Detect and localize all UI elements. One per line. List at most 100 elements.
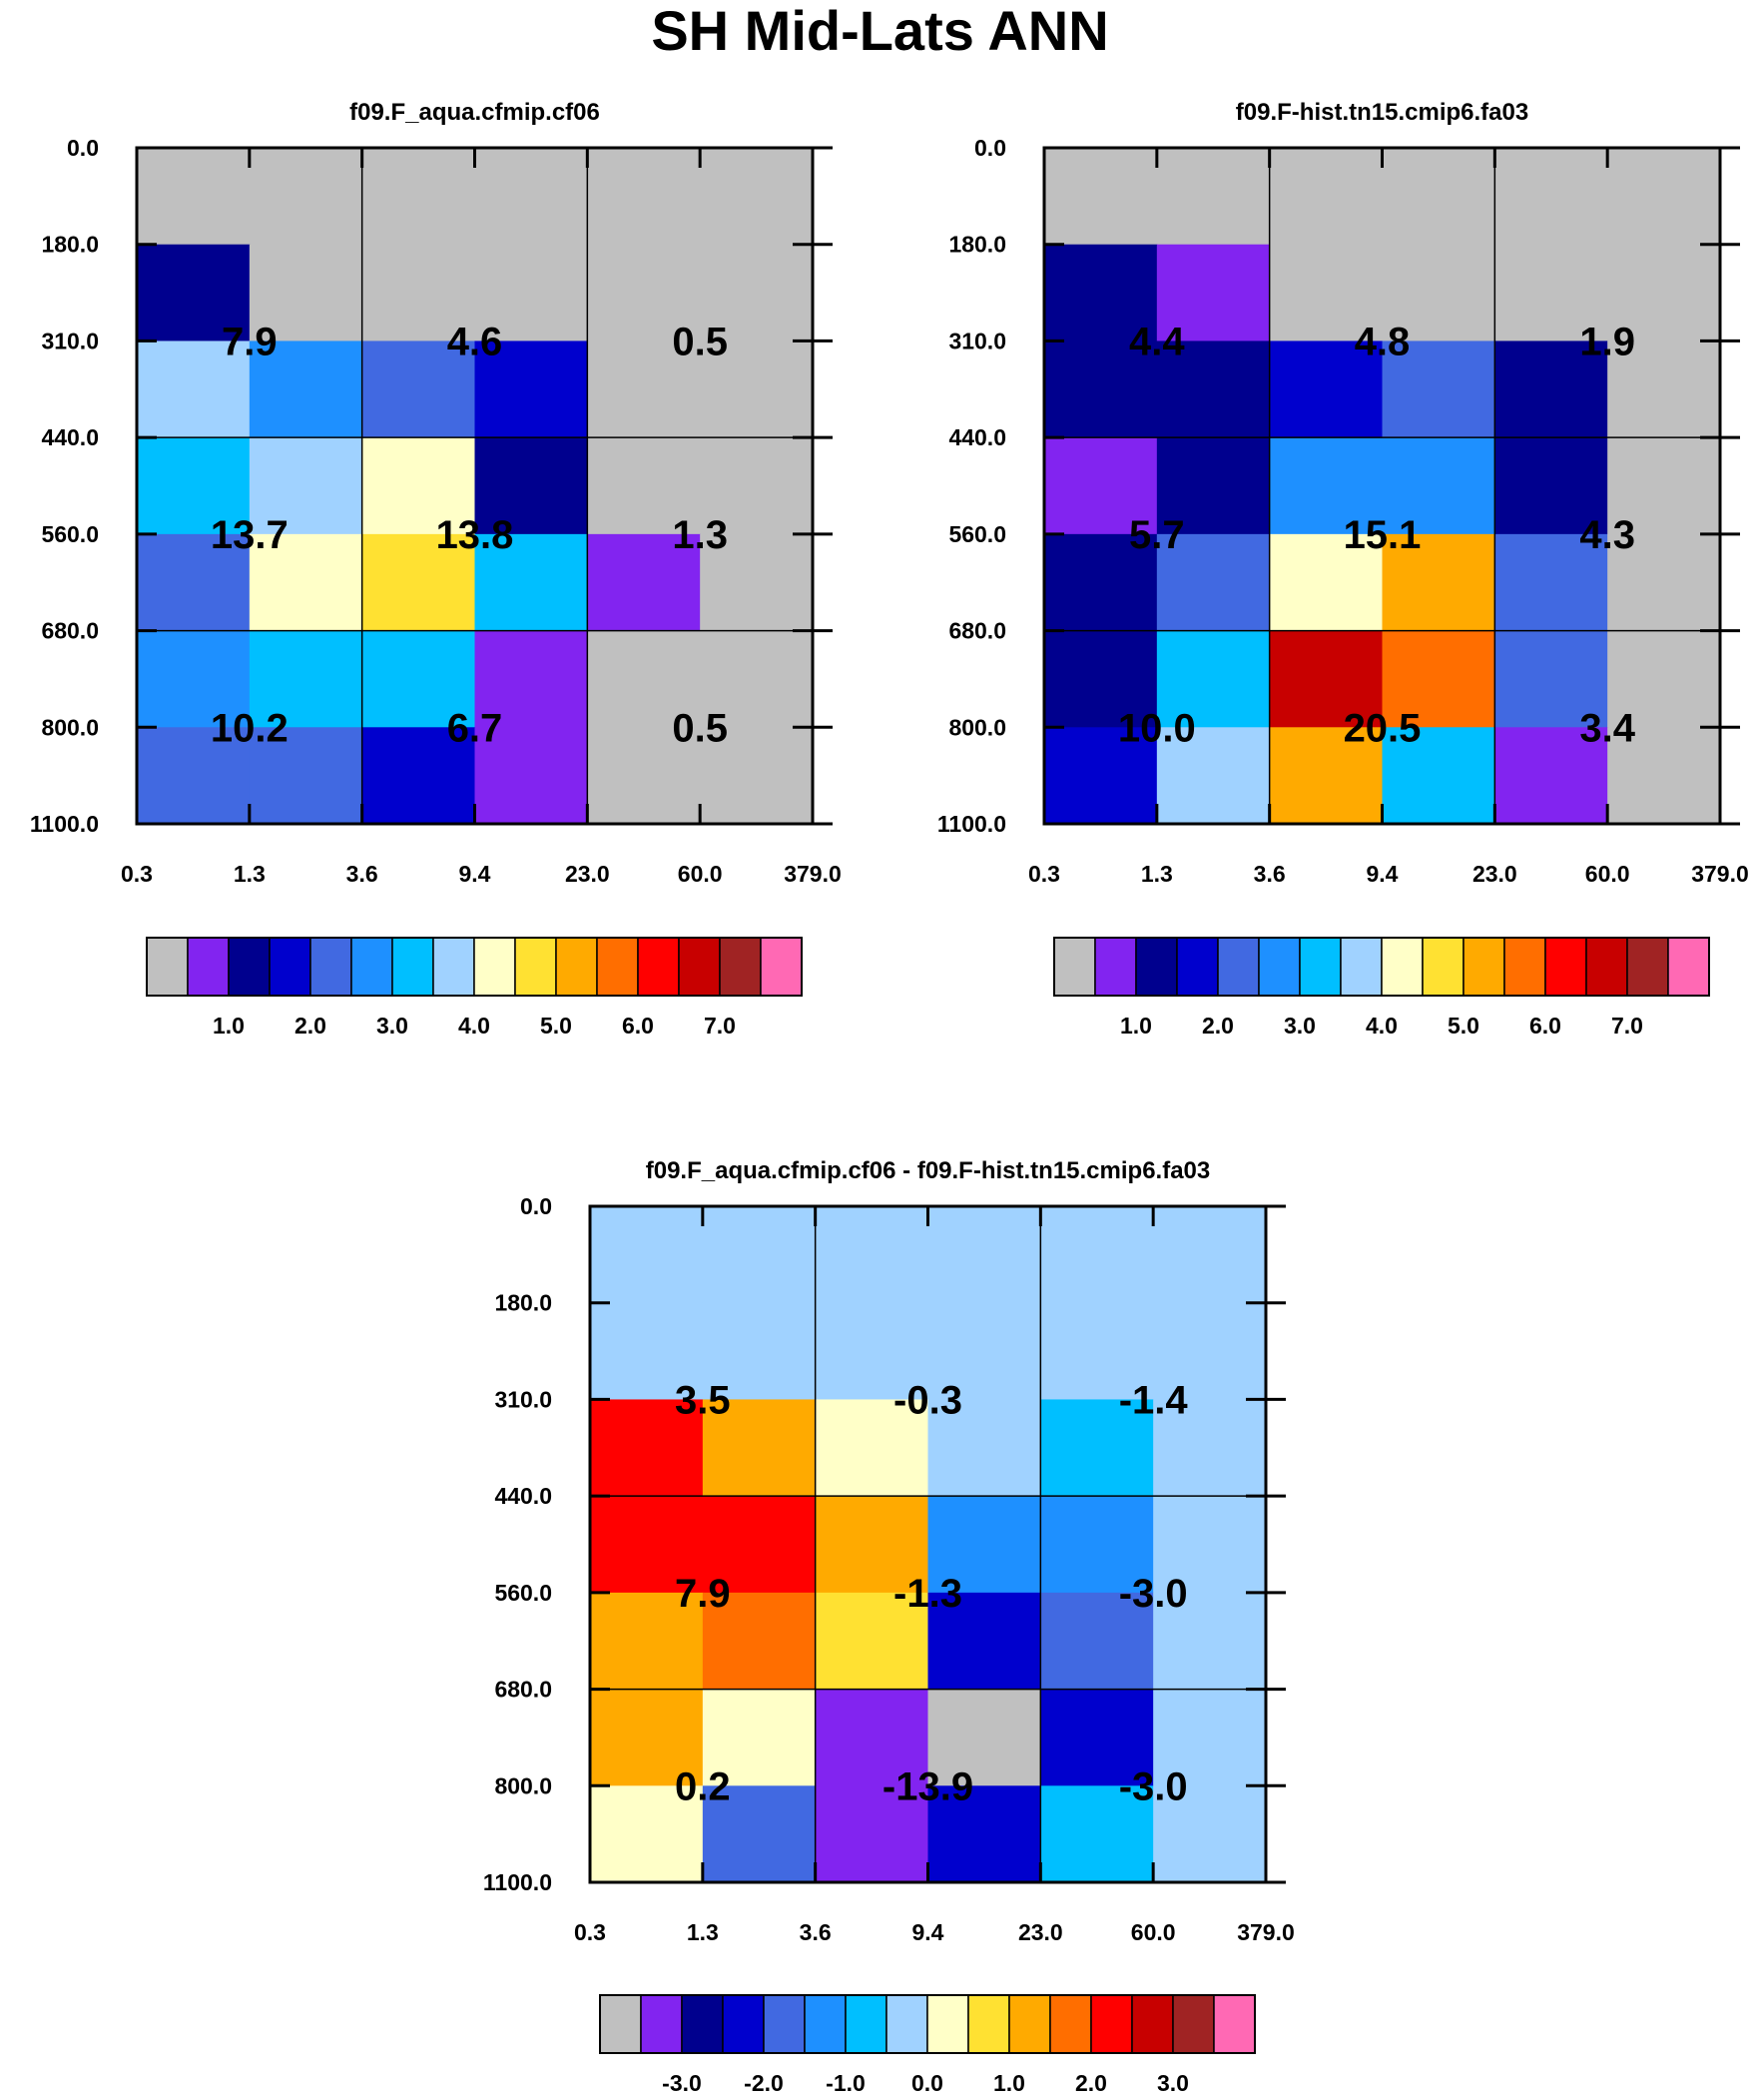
y-tick-label: 180.0 xyxy=(494,1290,552,1316)
heatmap-cell xyxy=(1040,1399,1154,1497)
heatmap-cell xyxy=(587,630,701,728)
group-value-label: 4.8 xyxy=(1355,320,1411,363)
legend-swatch xyxy=(1299,937,1342,997)
panel-test: f09.F_aqua.cfmip.cf06 0.3 1.3 3.6 9.4 23.0 60.… xyxy=(30,99,842,1039)
heatmap-cell xyxy=(1269,630,1384,728)
heatmap-cell xyxy=(1269,533,1384,632)
heatmap-cell xyxy=(137,630,251,728)
legend-label: 2.0 xyxy=(1202,1013,1234,1039)
group-value-label: 0.5 xyxy=(672,706,728,750)
legend-swatch xyxy=(1213,1994,1256,2054)
heatmap-cell xyxy=(137,341,251,438)
heatmap-cell xyxy=(1382,341,1495,438)
group-value-label: 4.4 xyxy=(1129,320,1185,363)
heatmap-cell xyxy=(1607,341,1721,438)
heatmap-cell xyxy=(927,1592,1041,1691)
heatmap-cell xyxy=(927,1302,1041,1401)
y-tick-label: 800.0 xyxy=(948,714,1006,740)
heatmap-cell xyxy=(590,1689,704,1786)
heatmap-cell xyxy=(1156,533,1271,632)
legend-label: 3.0 xyxy=(1157,2070,1189,2096)
heatmap-cell xyxy=(927,1785,1041,1883)
heatmap-cell xyxy=(474,437,588,535)
y-tick-label: 440.0 xyxy=(948,424,1006,450)
heatmap-cell xyxy=(361,630,476,728)
x-tick-label: 23.0 xyxy=(565,861,610,887)
heatmap-cell xyxy=(1494,341,1608,438)
x-tick-label: 379.0 xyxy=(784,861,842,887)
legend-swatch xyxy=(1258,937,1301,997)
heatmap-cell xyxy=(590,1785,704,1883)
y-tick-label: 1100.0 xyxy=(483,1869,552,1895)
y-tick-label: 560.0 xyxy=(41,521,99,547)
group-value-label: 3.4 xyxy=(1579,706,1635,750)
legend-swatch xyxy=(1503,937,1546,997)
group-value-label: 13.7 xyxy=(211,513,289,557)
y-tick-label: 800.0 xyxy=(494,1772,552,1798)
heatmap-cell xyxy=(1044,727,1158,825)
heatmap-cell xyxy=(249,533,363,632)
heatmap-cell xyxy=(702,1496,817,1594)
legend-swatch xyxy=(514,937,557,997)
group-value-label: -1.4 xyxy=(1119,1378,1189,1422)
heatmap-cell xyxy=(1153,1689,1267,1786)
legend-swatch xyxy=(722,1994,765,2054)
heatmap-cell xyxy=(1153,1592,1267,1691)
legend-label: 5.0 xyxy=(540,1013,572,1039)
legend-swatch xyxy=(432,937,475,997)
heatmap-cell xyxy=(1494,244,1608,343)
heatmap-cell xyxy=(1156,727,1271,825)
legend-swatch xyxy=(1053,937,1096,997)
heatmap-cell xyxy=(361,148,476,246)
legend-swatch xyxy=(967,1994,1010,2054)
panel-control: f09.F-hist.tn15.cmip6.fa03 0.3 1.3 3.6 9.4 23… xyxy=(937,99,1749,1039)
group-value-label: -3.0 xyxy=(1119,1764,1188,1808)
y-tick-label: 180.0 xyxy=(948,232,1006,258)
x-tick-label: 0.3 xyxy=(1028,861,1060,887)
y-tick-label: 680.0 xyxy=(948,618,1006,644)
group-value-label: -3.0 xyxy=(1119,1572,1188,1616)
legend-label: 1.0 xyxy=(213,1013,245,1039)
legend-swatch xyxy=(473,937,516,997)
heatmap-cell xyxy=(700,437,814,535)
x-tick-label: 23.0 xyxy=(1018,1919,1063,1945)
heatmap-cell xyxy=(1382,533,1495,632)
legend-label: 1.0 xyxy=(993,2070,1025,2096)
x-tick-label: 23.0 xyxy=(1472,861,1517,887)
heatmap-cell xyxy=(587,727,701,825)
heatmap-cell xyxy=(1494,533,1608,632)
heatmap-cell xyxy=(587,533,701,632)
legend-label: 2.0 xyxy=(1075,2070,1107,2096)
x-tick-label: 379.0 xyxy=(1237,1919,1295,1945)
panel-title: f09.F_aqua.cfmip.cf06 xyxy=(349,99,600,126)
heatmap-cell xyxy=(1044,244,1158,343)
panel-diff: f09.F_aqua.cfmip.cf06 - f09.F-hist.tn15.… xyxy=(483,1157,1295,2096)
legend-swatch xyxy=(681,1994,724,2054)
heatmap-cell xyxy=(1494,148,1608,246)
legend-label: 4.0 xyxy=(1366,1013,1398,1039)
heatmap-cell xyxy=(1044,630,1158,728)
heatmap-cell xyxy=(700,341,814,438)
legend-label: -3.0 xyxy=(662,2070,702,2096)
legend-frame xyxy=(146,937,803,997)
x-tick-label: 60.0 xyxy=(678,861,723,887)
legend-swatch xyxy=(1131,1994,1174,2054)
group-value-label: 1.9 xyxy=(1579,320,1635,363)
heatmap-cell xyxy=(815,1496,929,1594)
heatmap-cell xyxy=(702,1399,817,1497)
group-value-label: 5.7 xyxy=(1129,513,1185,557)
y-tick-label: 560.0 xyxy=(494,1580,552,1606)
legend-swatch xyxy=(926,1994,969,2054)
heatmap-cell xyxy=(700,148,814,246)
group-value-label: -13.9 xyxy=(882,1764,973,1808)
legend-swatch xyxy=(1008,1994,1051,2054)
y-tick-label: 680.0 xyxy=(41,618,99,644)
legend-swatch xyxy=(228,937,271,997)
y-tick-label: 1100.0 xyxy=(30,811,99,837)
heatmap-cell xyxy=(587,244,701,343)
heatmap-cell xyxy=(137,148,251,246)
legend-label: 7.0 xyxy=(1611,1013,1643,1039)
heatmap-cell xyxy=(815,1689,929,1786)
heatmap-cell xyxy=(927,1206,1041,1304)
